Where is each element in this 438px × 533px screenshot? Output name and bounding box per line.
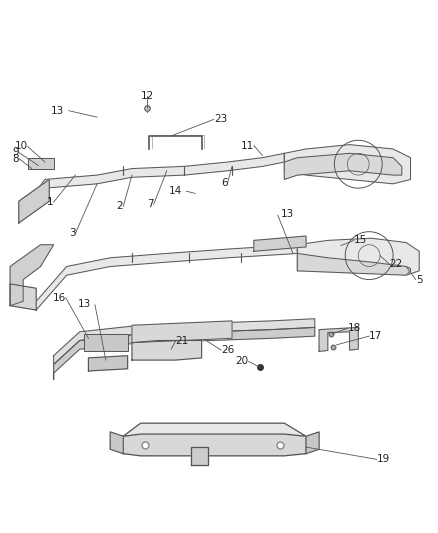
Text: 11: 11 — [240, 141, 254, 150]
Text: 8: 8 — [12, 154, 19, 164]
Text: 3: 3 — [69, 229, 75, 238]
Text: 12: 12 — [141, 91, 154, 101]
Text: 9: 9 — [12, 148, 19, 157]
Polygon shape — [306, 432, 319, 454]
Polygon shape — [191, 447, 208, 465]
Polygon shape — [53, 319, 315, 365]
Polygon shape — [10, 245, 53, 305]
Text: 10: 10 — [14, 141, 28, 151]
Polygon shape — [53, 327, 315, 379]
Text: 5: 5 — [416, 274, 422, 285]
Polygon shape — [297, 238, 419, 275]
Polygon shape — [132, 321, 232, 343]
Polygon shape — [123, 434, 306, 456]
Text: 15: 15 — [354, 236, 367, 245]
FancyBboxPatch shape — [84, 334, 127, 351]
Text: 16: 16 — [53, 293, 66, 303]
Polygon shape — [19, 180, 49, 223]
Text: 19: 19 — [377, 454, 390, 464]
Polygon shape — [36, 245, 297, 310]
Text: 14: 14 — [169, 186, 182, 196]
Text: 13: 13 — [78, 300, 91, 309]
Polygon shape — [284, 144, 410, 184]
Polygon shape — [284, 154, 402, 180]
Text: 17: 17 — [369, 331, 382, 341]
Text: 2: 2 — [117, 201, 123, 212]
Polygon shape — [10, 284, 36, 310]
Polygon shape — [110, 432, 123, 454]
Text: 13: 13 — [281, 209, 294, 219]
Text: 22: 22 — [390, 260, 403, 269]
Text: 21: 21 — [176, 336, 189, 346]
Polygon shape — [297, 254, 410, 275]
FancyBboxPatch shape — [28, 158, 53, 168]
Text: 18: 18 — [347, 324, 360, 333]
Text: 1: 1 — [47, 197, 53, 207]
Text: 7: 7 — [147, 199, 154, 209]
Polygon shape — [132, 341, 201, 360]
Polygon shape — [19, 154, 284, 223]
Polygon shape — [319, 327, 358, 351]
Text: 13: 13 — [51, 106, 64, 116]
Text: 23: 23 — [214, 115, 227, 124]
Polygon shape — [88, 356, 127, 371]
Text: 20: 20 — [236, 357, 249, 366]
Text: 26: 26 — [221, 345, 234, 355]
Polygon shape — [254, 236, 306, 251]
Polygon shape — [123, 423, 306, 436]
Text: 6: 6 — [221, 177, 228, 188]
